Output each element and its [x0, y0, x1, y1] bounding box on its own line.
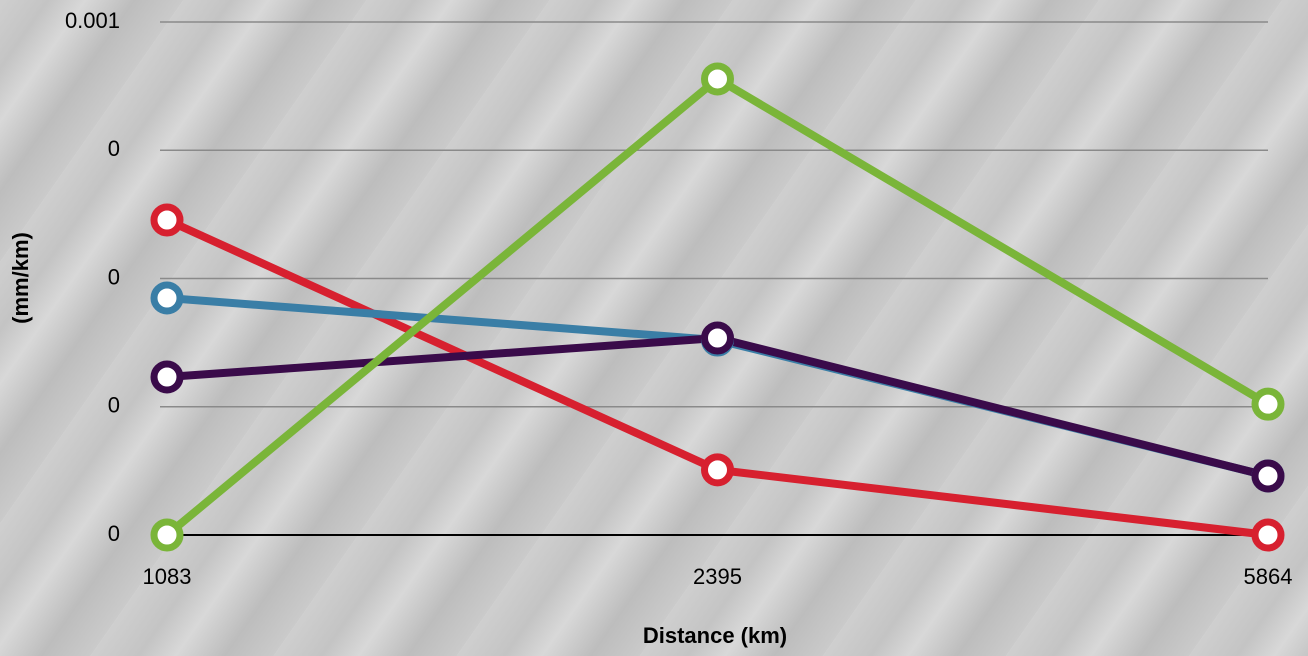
x-tick-label: 5864 [1244, 564, 1293, 589]
point-marker [701, 321, 734, 355]
point-marker [1251, 459, 1285, 493]
y-tick-label: 0 [108, 393, 120, 418]
y-tick-label: 0 [108, 264, 120, 289]
point-marker [1251, 387, 1285, 421]
y-axis-title: (mm/km) [8, 232, 33, 324]
y-tick-label: 0.001 [65, 8, 120, 33]
point-marker [150, 281, 184, 315]
series-line [165, 216, 1269, 539]
point-marker [1251, 518, 1285, 552]
point-marker [150, 203, 184, 237]
point-marker [701, 62, 734, 96]
x-tick-label: 1083 [143, 564, 192, 589]
y-tick-label: 0 [108, 136, 120, 161]
point-marker [150, 518, 184, 552]
x-tick-label: 2395 [693, 564, 742, 589]
x-axis-title: Distance (km) [643, 623, 787, 648]
y-tick-label: 0 [108, 521, 120, 546]
point-marker [150, 360, 184, 394]
point-marker [701, 453, 734, 487]
